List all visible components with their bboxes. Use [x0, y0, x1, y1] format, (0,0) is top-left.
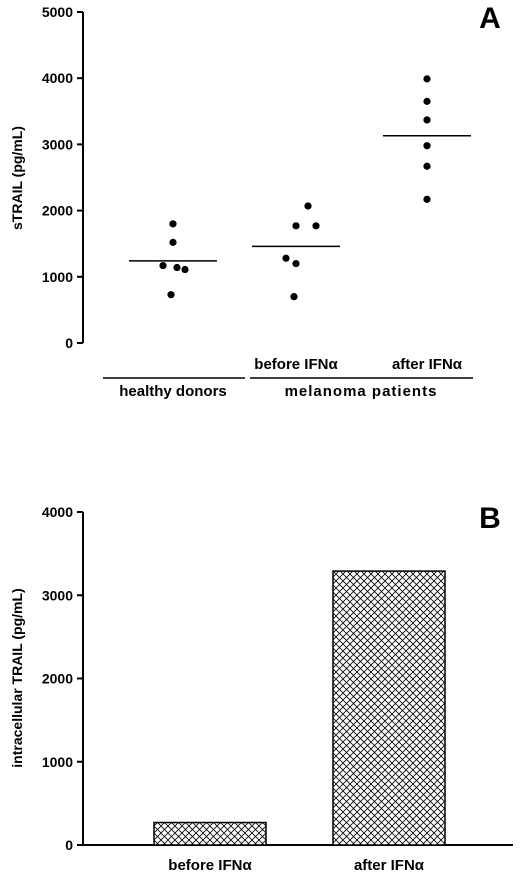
- panel-a-y-tick-label: 1000: [42, 269, 73, 285]
- panel-a-point: [423, 195, 431, 203]
- panel-a-y-axis-label: sTRAIL (pg/mL): [9, 126, 25, 230]
- panel-b-y-tick-label: 1000: [42, 754, 73, 770]
- panel-b-bar: [153, 821, 267, 846]
- panel-a-y-tick-label: 4000: [42, 70, 73, 86]
- panel-b-bar: [332, 570, 446, 846]
- panel-a-y-tick-label: 2000: [42, 203, 73, 219]
- panel-a-point: [290, 293, 298, 301]
- panel-b-x-label: after IFNα: [354, 857, 425, 874]
- panel-a-points: [159, 75, 431, 301]
- panel-b-x-labels: before IFNα after IFNα: [168, 857, 425, 874]
- panel-a-point: [312, 222, 320, 230]
- panel-b-y-axis-label: intracellular TRAIL (pg/mL): [9, 588, 25, 767]
- panel-a-point: [282, 254, 290, 262]
- panel-a-point: [304, 202, 312, 210]
- panel-a-point: [292, 259, 300, 268]
- panel-b-y-tick-label: 4000: [42, 504, 73, 520]
- panel-a-point: [169, 220, 177, 228]
- panel-b-letter: B: [479, 502, 501, 535]
- healthy-donors-label: healthy donors: [119, 383, 227, 400]
- panel-a-y-ticks: 0 1000 2000 3000 4000 5000: [42, 4, 83, 351]
- panel-a-point: [423, 116, 431, 124]
- panel-a-point: [167, 291, 175, 299]
- panel-a-y-tick-label: 5000: [42, 4, 73, 20]
- panel-a-y-tick-label: 0: [65, 335, 73, 351]
- panel-b-y-tick-label: 2000: [42, 671, 73, 687]
- panel-b-y-ticks: 0 1000 2000 3000 4000: [42, 504, 83, 853]
- panel-a-point: [159, 261, 167, 270]
- panel-a-letter: A: [479, 2, 501, 35]
- melanoma-patients-label: melanoma patients: [285, 383, 438, 400]
- panel-a-means: [129, 135, 471, 262]
- panel-a-point: [292, 222, 300, 230]
- after-ifn-label-a: after IFNα: [392, 356, 463, 373]
- panel-b: B intracellular TRAIL (pg/mL) 0 1000 2000 3…: [9, 502, 513, 874]
- panel-b-y-tick-label: 3000: [42, 587, 73, 603]
- panel-a: A sTRAIL (pg/mL) 0 1000 2000 3000 4000 5000 h…: [9, 2, 501, 400]
- panel-b-x-label: before IFNα: [168, 857, 252, 874]
- panel-a-point: [423, 142, 431, 150]
- panel-a-point: [423, 75, 431, 83]
- panel-a-point: [423, 162, 431, 170]
- panel-a-point: [423, 97, 431, 105]
- before-ifn-label-a: before IFNα: [254, 356, 338, 373]
- panel-b-y-tick-label: 0: [65, 837, 73, 853]
- panel-a-y-tick-label: 3000: [42, 136, 73, 152]
- panel-a-point: [181, 265, 189, 274]
- panel-b-bars: [153, 570, 446, 846]
- panel-a-point: [169, 238, 177, 246]
- panel-a-point: [173, 263, 181, 272]
